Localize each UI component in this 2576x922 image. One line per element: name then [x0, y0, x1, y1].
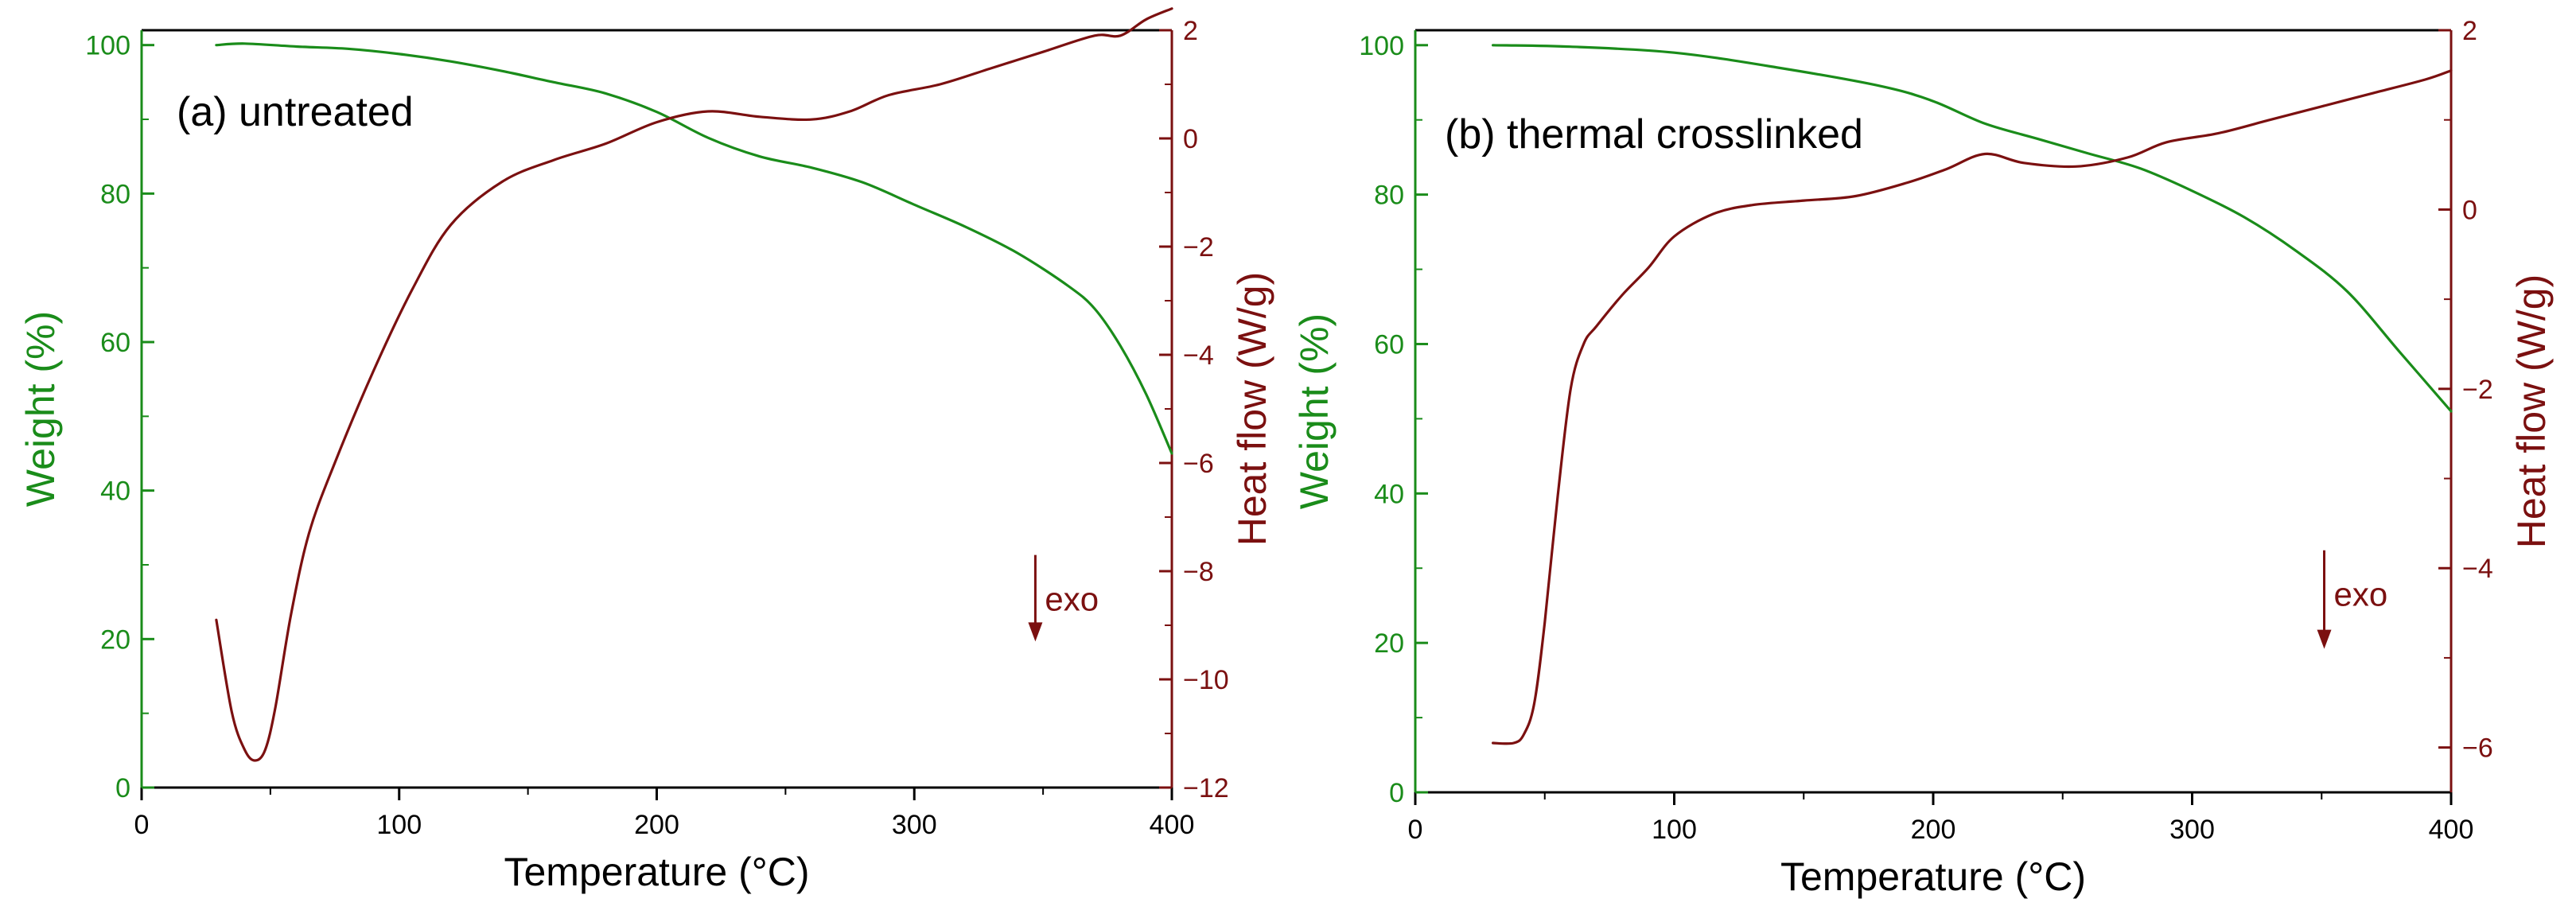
x-tick-label: 400 [2429, 815, 2474, 845]
left-y-tick-label: 80 [1374, 181, 1404, 211]
panel-title: (b) thermal crosslinked [1445, 111, 1863, 158]
chart-a-svg: 0 100 200 300 400 0 20 40 60 80 100 −12 −10 −8 −6 −4 −2 0… [18, 7, 1274, 894]
left-y-tick-label: 100 [85, 31, 130, 61]
left-y-axis-label: Weight (%) [1292, 313, 1337, 509]
heat-flow-series-line [215, 7, 1173, 762]
panel-title: (a) untreated [177, 89, 414, 135]
right-y-tick-label: 2 [1183, 16, 1198, 46]
x-tick-label: 300 [2169, 815, 2215, 845]
left-y-tick-label: 20 [1374, 628, 1404, 659]
x-tick-label: 0 [134, 810, 150, 840]
x-tick-label: 100 [1652, 815, 1697, 845]
chart-b-svg: 0 100 200 300 400 0 20 40 60 80 100 −6 −4 −2 0 2 Tempera… [1292, 16, 2554, 899]
right-y-tick-label: −8 [1183, 557, 1214, 587]
x-tick-label: 300 [892, 810, 937, 840]
right-y-tick-label: −2 [2462, 375, 2493, 405]
exo-annotation-label: exo [2334, 576, 2388, 613]
right-y-tick-label: 2 [2462, 16, 2477, 46]
exo-annotation-label: exo [1045, 581, 1099, 618]
right-y-tick-label: −4 [1183, 340, 1214, 371]
right-y-tick-label: −6 [2462, 733, 2493, 764]
left-y-tick-label: 80 [100, 179, 130, 209]
left-y-tick-label: 100 [1359, 31, 1404, 61]
right-y-axis-label: Heat flow (W/g) [2509, 274, 2554, 549]
weight-series-line [215, 42, 1173, 455]
left-y-tick-label: 40 [100, 477, 130, 507]
right-y-tick-label: −12 [1183, 773, 1229, 803]
left-y-axis-label: Weight (%) [18, 311, 63, 507]
left-y-tick-label: 40 [1374, 479, 1404, 509]
x-tick-label: 100 [376, 810, 422, 840]
right-y-tick-label: −10 [1183, 665, 1229, 695]
left-y-tick-label: 20 [100, 624, 130, 655]
chart-panel-b: 0 100 200 300 400 0 20 40 60 80 100 −6 −4 −2 0 2 Tempera… [1288, 0, 2576, 922]
left-y-tick-label: 60 [100, 328, 130, 358]
weight-series-line [1492, 44, 2453, 413]
right-y-tick-label: −6 [1183, 449, 1214, 479]
left-y-tick-label: 60 [1374, 329, 1404, 360]
right-y-tick-label: −2 [1183, 232, 1214, 263]
heat-flow-series-line [1492, 69, 2453, 745]
x-axis-label: Temperature (°C) [1780, 854, 2086, 899]
right-y-tick-label: 0 [2462, 195, 2477, 225]
x-tick-label: 200 [1911, 815, 1956, 845]
left-y-tick-label: 0 [1389, 778, 1404, 808]
x-axis-label: Temperature (°C) [504, 850, 810, 894]
right-y-tick-label: −4 [2462, 554, 2493, 584]
right-y-tick-label: 0 [1183, 124, 1198, 154]
right-y-axis-label: Heat flow (W/g) [1230, 272, 1274, 547]
exo-arrow-head-icon [1028, 622, 1043, 642]
exo-arrow-head-icon [2317, 629, 2332, 649]
left-y-tick-label: 0 [115, 773, 130, 803]
x-tick-label: 400 [1150, 810, 1195, 840]
x-tick-label: 0 [1408, 815, 1423, 845]
x-tick-label: 200 [634, 810, 679, 840]
chart-panel-a: 0 100 200 300 400 0 20 40 60 80 100 −12 −10 −8 −6 −4 −2 0… [18, 7, 1274, 894]
